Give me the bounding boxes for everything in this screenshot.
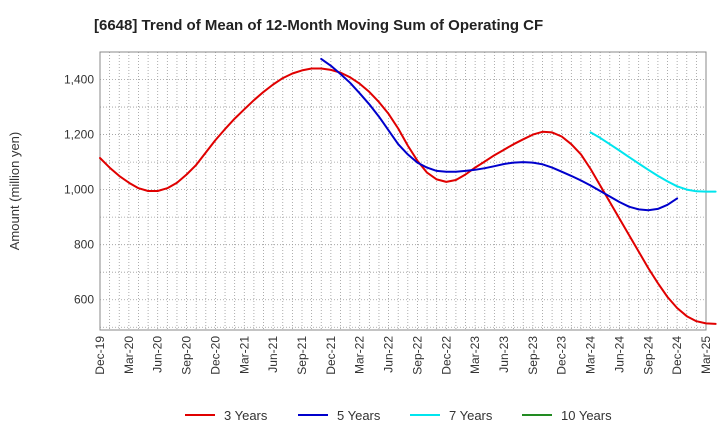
x-tick-labels: Dec-19 Mar-20 Jun-20 Sep-20 Dec-20 Mar-21 Jun-… bbox=[93, 336, 713, 375]
x-tick-label: Jun-22 bbox=[382, 336, 396, 373]
x-tick-label: Sep-23 bbox=[526, 336, 540, 375]
x-tick-label: Sep-21 bbox=[295, 336, 309, 375]
y-tick-label: 800 bbox=[74, 238, 94, 252]
y-tick-label: 600 bbox=[74, 293, 94, 307]
series-line-7-years bbox=[589, 131, 717, 193]
x-tick-label: Dec-24 bbox=[670, 336, 684, 375]
x-tick-label: Dec-19 bbox=[93, 336, 107, 375]
legend: 3 Years 5 Years 7 Years 10 Years bbox=[185, 408, 612, 423]
x-tick-label: Dec-20 bbox=[208, 336, 222, 375]
grid bbox=[100, 52, 706, 330]
x-tick-label: Mar-23 bbox=[468, 336, 482, 374]
y-tick-labels: 600 800 1,000 1,200 1,400 bbox=[64, 73, 94, 307]
plot-area bbox=[99, 51, 707, 331]
x-tick-label: Dec-23 bbox=[555, 336, 569, 375]
y-tick-label: 1,000 bbox=[64, 183, 94, 197]
series-line-5-years bbox=[320, 57, 679, 212]
x-tick-label: Sep-22 bbox=[410, 336, 424, 375]
legend-label: 7 Years bbox=[449, 408, 493, 423]
x-tick-label: Jun-23 bbox=[497, 336, 511, 373]
x-tick-label: Sep-24 bbox=[641, 336, 655, 375]
series-line-3-years bbox=[99, 67, 717, 325]
y-tick-label: 1,200 bbox=[64, 128, 94, 142]
legend-label: 5 Years bbox=[337, 408, 381, 423]
chart-title: [6648] Trend of Mean of 12-Month Moving … bbox=[94, 17, 543, 34]
legend-label: 10 Years bbox=[561, 408, 612, 423]
x-tick-label: Dec-22 bbox=[439, 336, 453, 375]
y-tick-label: 1,400 bbox=[64, 73, 94, 87]
legend-label: 3 Years bbox=[224, 408, 268, 423]
x-tick-label: Mar-22 bbox=[353, 336, 367, 374]
x-tick-label: Jun-20 bbox=[151, 336, 165, 373]
x-tick-label: Sep-20 bbox=[180, 336, 194, 375]
x-tick-label: Mar-21 bbox=[237, 336, 251, 374]
y-axis-label: Amount (million yen) bbox=[7, 132, 22, 251]
x-tick-label: Mar-25 bbox=[699, 336, 713, 374]
x-tick-label: Mar-24 bbox=[584, 336, 598, 374]
x-tick-label: Jun-24 bbox=[612, 336, 626, 373]
series-lines bbox=[99, 57, 717, 325]
x-tick-label: Dec-21 bbox=[324, 336, 338, 375]
x-tick-label: Jun-21 bbox=[266, 336, 280, 373]
x-tick-label: Mar-20 bbox=[122, 336, 136, 374]
